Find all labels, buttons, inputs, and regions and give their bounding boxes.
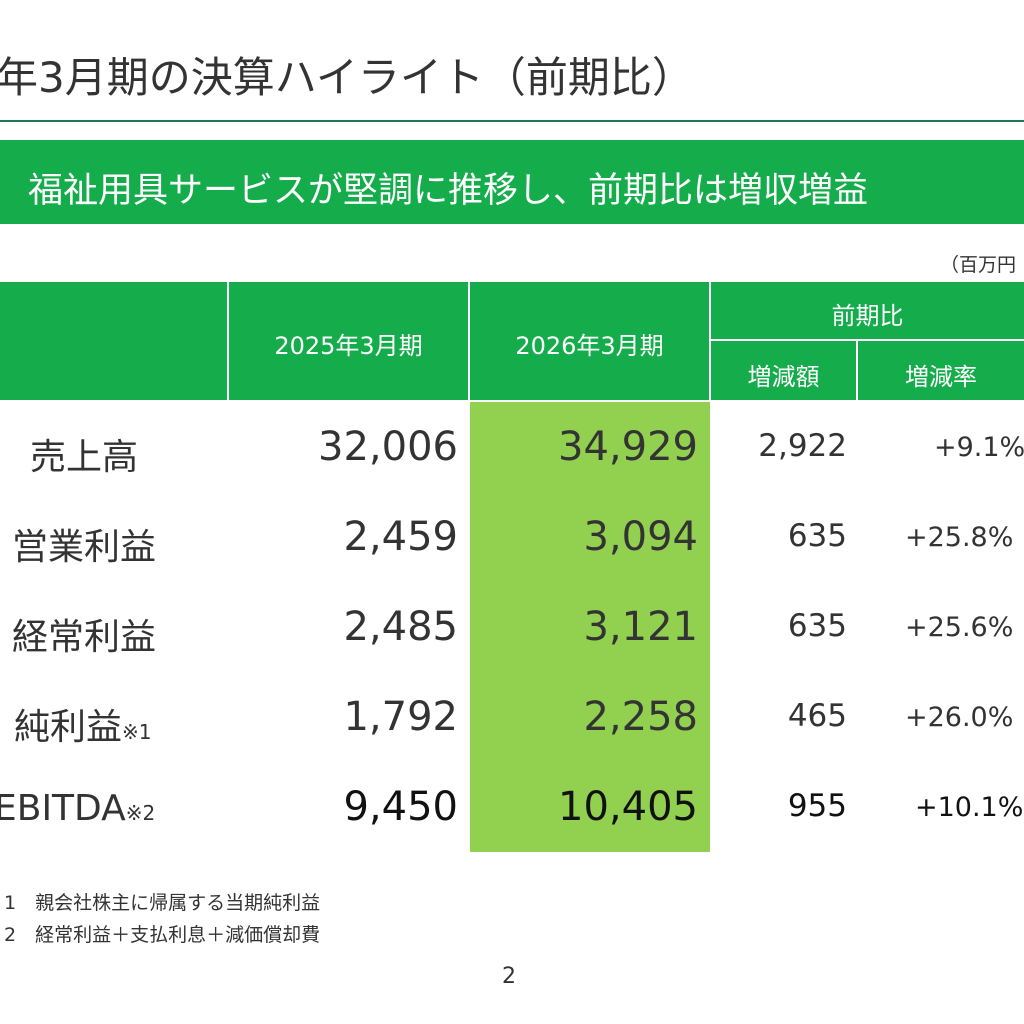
row-ord-diff: 635	[787, 608, 847, 644]
header-cell-rate	[858, 341, 1024, 400]
row-label-sales: 売上高	[30, 437, 139, 478]
header-cell-yoy	[711, 282, 1024, 339]
row-sales-curr: 34,929	[558, 424, 698, 470]
row-net-prev: 1,792	[343, 694, 458, 740]
row-ebitda-rate: +10.1%	[915, 792, 1024, 823]
row-sales-prev: 32,006	[318, 424, 458, 470]
row-op-curr: 3,094	[583, 514, 698, 560]
row-ord-curr: 3,121	[583, 604, 698, 650]
header-diff-label: 増減額	[747, 363, 820, 391]
row-ebitda-diff: 955	[787, 788, 847, 824]
row-op-rate: +25.8%	[905, 522, 1014, 553]
title-divider	[0, 120, 1024, 122]
page-number: 2	[502, 964, 516, 989]
header-2026-label: 2026年3月期	[515, 332, 664, 360]
row-op-diff: 635	[787, 518, 847, 554]
header-rate-label: 増減率	[905, 363, 977, 391]
row-ebitda-prev: 9,450	[343, 784, 458, 830]
summary-banner	[0, 140, 1024, 224]
page-title: 年3月期の決算ハイライト（前期比）	[0, 53, 694, 102]
header-yoy-label: 前期比	[831, 302, 904, 330]
unit-label: （百万円	[940, 254, 1017, 276]
header-blank-cell	[0, 282, 227, 400]
header-cell-2026	[470, 282, 709, 400]
header-cell-diff	[711, 341, 856, 400]
row-label-operating-profit: 営業利益	[12, 527, 157, 568]
row-ord-rate: +25.6%	[905, 612, 1014, 643]
row-op-prev: 2,459	[343, 514, 458, 560]
summary-banner-text: 福祉用具サービスが堅調に推移し、前期比は増収増益	[28, 171, 869, 211]
header-2025-label: 2025年3月期	[274, 332, 423, 360]
row-net-curr: 2,258	[583, 694, 698, 740]
row-sales-diff: 2,922	[758, 428, 847, 464]
ebitda-note-mark: ※2	[125, 801, 156, 825]
header-cell-2025	[229, 282, 468, 400]
row-net-diff: 465	[787, 698, 847, 734]
footnote-1: 1 親会社株主に帰属する当期純利益	[4, 892, 321, 914]
footnote-2: 2 経常利益＋支払利息＋減価償却費	[4, 924, 321, 946]
net-income-note-mark: ※1	[122, 720, 152, 744]
row-ord-prev: 2,485	[343, 604, 458, 650]
row-ebitda-curr: 10,405	[558, 784, 698, 830]
row-sales-rate: +9.1%	[934, 432, 1024, 463]
current-year-highlight	[470, 402, 710, 852]
row-label-ebitda: EBITDA※2	[0, 788, 156, 829]
row-net-rate: +26.0%	[905, 702, 1014, 733]
row-label-ordinary-profit: 経常利益	[12, 617, 157, 658]
row-label-net-income: 純利益※1	[14, 707, 152, 748]
